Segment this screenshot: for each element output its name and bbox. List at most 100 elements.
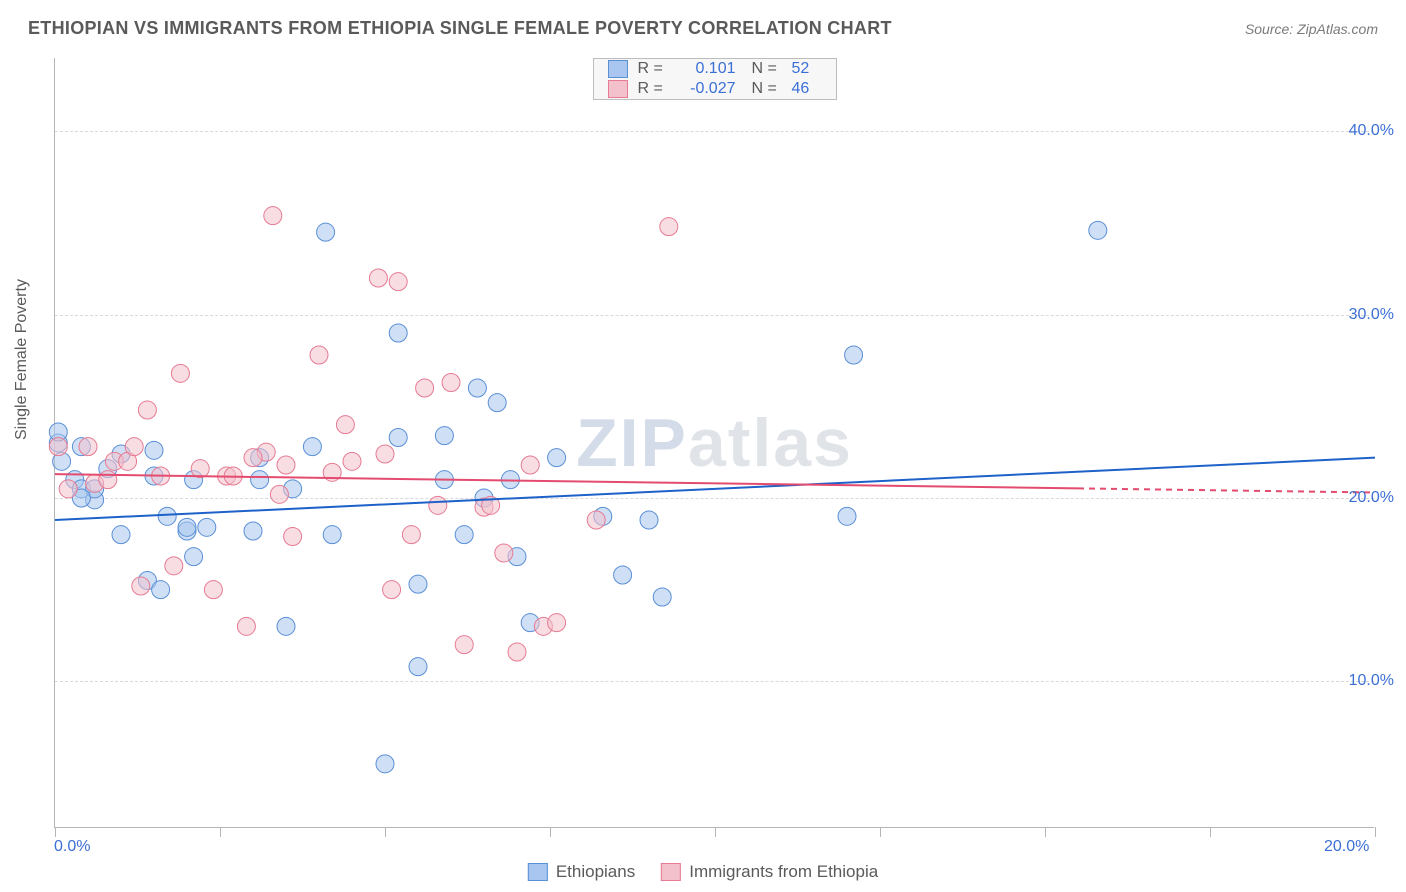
series-swatch (608, 80, 628, 98)
r-value: -0.027 (676, 80, 736, 98)
x-tick (1375, 827, 1376, 837)
data-point (270, 485, 288, 503)
n-label: N = (752, 80, 782, 98)
data-point (132, 577, 150, 595)
data-point (376, 755, 394, 773)
data-point (185, 548, 203, 566)
data-point (303, 438, 321, 456)
data-point (455, 526, 473, 544)
data-point (244, 449, 262, 467)
data-point (383, 581, 401, 599)
data-point (158, 507, 176, 525)
data-point (284, 528, 302, 546)
data-point (416, 379, 434, 397)
data-point (548, 614, 566, 632)
data-point (521, 456, 539, 474)
data-point (442, 374, 460, 392)
data-point (59, 480, 77, 498)
n-value: 52 (792, 60, 822, 78)
chart-svg (55, 58, 1374, 827)
data-point (99, 471, 117, 489)
data-point (369, 269, 387, 287)
data-point (198, 518, 216, 536)
data-point (640, 511, 658, 529)
series-swatch (528, 863, 548, 881)
trend-line-dashed (1078, 488, 1375, 492)
data-point (838, 507, 856, 525)
x-tick (1045, 827, 1046, 837)
data-point (251, 471, 269, 489)
data-point (49, 438, 67, 456)
x-tick (550, 827, 551, 837)
correlation-legend-row: R = 0.101 N = 52 (594, 59, 836, 79)
r-label: R = (638, 60, 666, 78)
series-legend-label: Immigrants from Ethiopia (689, 862, 878, 882)
data-point (125, 438, 143, 456)
data-point (587, 511, 605, 529)
data-point (165, 557, 183, 575)
data-point (548, 449, 566, 467)
data-point (323, 526, 341, 544)
series-swatch (608, 60, 628, 78)
data-point (277, 456, 295, 474)
y-tick-label: 30.0% (1349, 306, 1394, 324)
series-legend-item: Ethiopians (528, 862, 635, 882)
n-label: N = (752, 60, 782, 78)
r-label: R = (638, 80, 666, 98)
data-point (653, 588, 671, 606)
data-point (495, 544, 513, 562)
data-point (389, 324, 407, 342)
data-point (264, 207, 282, 225)
data-point (152, 581, 170, 599)
x-tick (1210, 827, 1211, 837)
data-point (660, 218, 678, 236)
data-point (845, 346, 863, 364)
x-tick (220, 827, 221, 837)
chart-header: ETHIOPIAN VS IMMIGRANTS FROM ETHIOPIA SI… (0, 0, 1406, 47)
data-point (389, 273, 407, 291)
correlation-legend-row: R = -0.027 N = 46 (594, 79, 836, 99)
data-point (376, 445, 394, 463)
series-legend-item: Immigrants from Ethiopia (661, 862, 878, 882)
r-value: 0.101 (676, 60, 736, 78)
data-point (178, 518, 196, 536)
data-point (237, 617, 255, 635)
data-point (508, 643, 526, 661)
data-point (191, 460, 209, 478)
data-point (171, 364, 189, 382)
data-point (1089, 221, 1107, 239)
data-point (145, 441, 163, 459)
correlation-legend: R = 0.101 N = 52 R = -0.027 N = 46 (593, 58, 837, 100)
data-point (488, 394, 506, 412)
data-point (244, 522, 262, 540)
x-tick (715, 827, 716, 837)
data-point (468, 379, 486, 397)
x-tick-label: 0.0% (54, 838, 90, 856)
series-swatch (661, 863, 681, 881)
series-legend-label: Ethiopians (556, 862, 635, 882)
chart-title: ETHIOPIAN VS IMMIGRANTS FROM ETHIOPIA SI… (28, 18, 892, 39)
data-point (336, 416, 354, 434)
chart-source: Source: ZipAtlas.com (1245, 21, 1378, 37)
n-value: 46 (792, 80, 822, 98)
data-point (409, 658, 427, 676)
data-point (204, 581, 222, 599)
data-point (435, 427, 453, 445)
data-point (343, 452, 361, 470)
y-tick-label: 40.0% (1349, 122, 1394, 140)
data-point (277, 617, 295, 635)
data-point (138, 401, 156, 419)
data-point (429, 496, 447, 514)
y-axis-label: Single Female Poverty (13, 279, 31, 440)
x-tick (55, 827, 56, 837)
series-legend: Ethiopians Immigrants from Ethiopia (528, 862, 878, 882)
data-point (79, 438, 97, 456)
data-point (112, 526, 130, 544)
x-tick (880, 827, 881, 837)
data-point (614, 566, 632, 584)
plot-area: ZIPatlas R =0.101N =52R =-0.027N =46 (54, 58, 1374, 828)
data-point (389, 429, 407, 447)
trend-line (55, 474, 1078, 488)
data-point (402, 526, 420, 544)
data-point (317, 223, 335, 241)
